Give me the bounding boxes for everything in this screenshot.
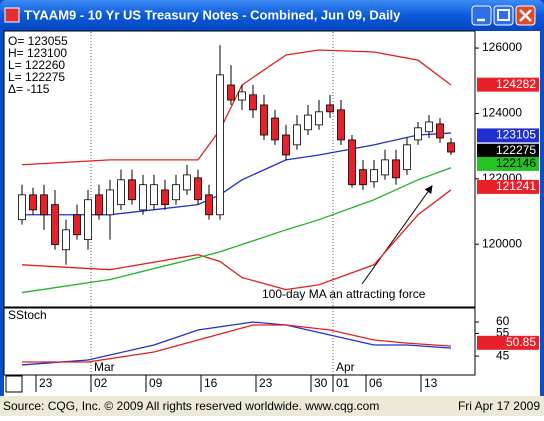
candle-body (117, 179, 125, 206)
candle-body (337, 109, 345, 141)
candle-body (381, 159, 389, 176)
footer-bar (0, 396, 544, 416)
last-value-badge (477, 128, 539, 143)
candle-body (172, 184, 180, 201)
candle-body (282, 134, 290, 156)
annotation-arrow (361, 185, 433, 285)
candle-body (315, 111, 323, 126)
candle-body (326, 104, 334, 113)
candle-body (359, 169, 367, 186)
candle-body (227, 84, 235, 101)
candle-body (348, 139, 356, 186)
candle-body (73, 214, 81, 236)
annotation: 100-day MA an attracting force (262, 287, 426, 301)
candle-body (392, 159, 400, 179)
candle-body (40, 194, 48, 216)
ohlc-readout: O= 123055 (8, 34, 68, 48)
candle-body (62, 229, 70, 251)
candle-body (403, 144, 411, 171)
x-tick-label: 23 (39, 376, 53, 390)
candle-body (447, 142, 455, 153)
candle-body (161, 189, 169, 206)
last-value-badge (477, 143, 539, 158)
candle-body (150, 184, 158, 206)
candle-body (106, 189, 114, 216)
candle-body (18, 194, 26, 221)
candle-body (194, 177, 202, 201)
ohlc-readout: Δ= -115 (8, 82, 50, 96)
footer-date: Fri Apr 17 2009 (458, 399, 540, 413)
footer-source: Source: CQG, Inc. © 2009 All rights rese… (3, 399, 379, 413)
candle-body (249, 94, 257, 111)
maximize-button[interactable] (493, 5, 514, 26)
last-value-label: 122146 (496, 156, 536, 170)
candle-body (414, 127, 422, 141)
last-value-badge (477, 77, 539, 92)
x-tick-label: 02 (94, 376, 108, 390)
last-value-label: 121241 (496, 179, 536, 193)
y-tick-label: 45 (496, 348, 510, 362)
candle-body (29, 194, 37, 211)
close-glyph (519, 9, 532, 22)
chart-area (4, 31, 540, 396)
candle-body (51, 204, 59, 245)
indicator-line (21, 321, 452, 366)
x-tick-label: 13 (424, 376, 438, 390)
window-title: TYAAM9 - 10 Yr US Treasury Notes - Combi… (24, 7, 401, 22)
last-value-badge (477, 179, 539, 194)
ohlc-readout: L= 122275 (8, 70, 65, 84)
candle-body (370, 169, 378, 183)
y-tick-label: 60 (496, 314, 510, 328)
indicator-line (21, 49, 452, 166)
stoch-panel (3, 307, 476, 376)
ohlc-readout: H= 123100 (8, 46, 67, 60)
candle-body (425, 121, 433, 133)
app-icon (4, 7, 20, 23)
indicator-line (21, 189, 452, 291)
y-tick-label: 126000 (482, 40, 522, 54)
x-tick-label: 30 (314, 376, 328, 390)
month-label: Mar (94, 360, 115, 374)
indicator-line (22, 324, 452, 363)
indicator-line (21, 167, 452, 294)
candle-body (95, 194, 103, 216)
candle-body (128, 179, 136, 201)
candle-body (139, 184, 147, 211)
window-buttons (471, 5, 536, 26)
price-panel (3, 30, 476, 308)
last-value-label: 124282 (496, 77, 536, 91)
candle-body (304, 114, 312, 131)
candle-body (216, 74, 224, 216)
candle-body (436, 123, 444, 139)
y-tick-label: 124000 (482, 106, 522, 120)
y-tick-label: 120000 (482, 236, 522, 250)
last-value-label: 122275 (496, 143, 536, 157)
candle-body (238, 91, 246, 101)
maximize-glyph (497, 9, 510, 21)
month-label: Apr (336, 360, 355, 374)
candle-body (205, 194, 213, 216)
x-tick-label: 23 (259, 376, 273, 390)
ohlc-readout: L= 122260 (8, 58, 65, 72)
candle-body (293, 124, 301, 146)
scroll-box[interactable] (5, 375, 23, 393)
title-bar (0, 0, 544, 31)
last-value-label: 50.85 (506, 335, 536, 349)
last-value-label: 123105 (496, 128, 536, 142)
candle-body (84, 199, 92, 241)
x-tick-label: 01 (336, 376, 350, 390)
candle-body (260, 104, 268, 136)
stoch-title: SStoch (8, 308, 47, 322)
x-tick-label: 09 (149, 376, 163, 390)
x-tick-label: 06 (369, 376, 383, 390)
candle-body (271, 117, 279, 141)
x-tick-label: 16 (204, 376, 218, 390)
minimize-button[interactable] (471, 5, 492, 26)
last-value-badge (477, 156, 539, 171)
candle-body (183, 174, 191, 191)
last-value-badge (477, 335, 539, 350)
